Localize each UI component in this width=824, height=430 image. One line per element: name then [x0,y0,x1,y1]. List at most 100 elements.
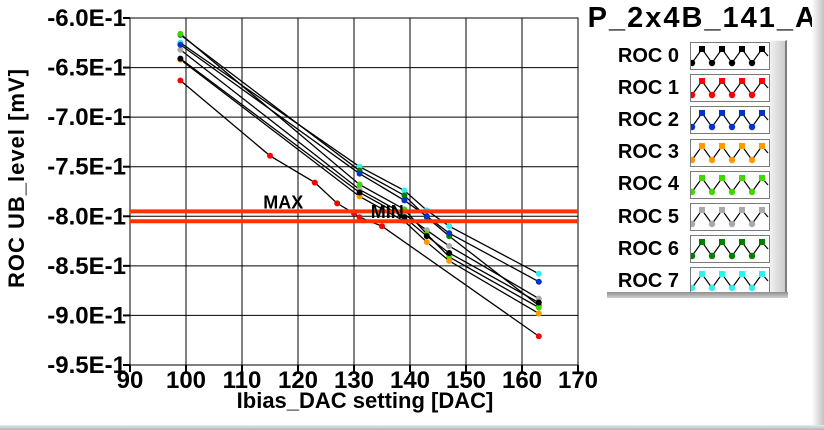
legend-row-roc-0[interactable]: ROC 0 [600,42,770,70]
data-point-roc-1 [311,179,318,186]
legend-label: ROC 1 [617,76,679,99]
series-line-roc-1 [179,79,540,337]
legend-plot-preview[interactable] [690,170,770,199]
data-point-roc-2 [356,170,363,177]
legend-label: ROC 5 [617,205,679,228]
data-point-roc-4 [177,30,184,37]
data-point-roc-2 [177,41,184,48]
legend-plot-preview[interactable] [690,203,770,231]
y-tick-label: -7.5E-1 [47,154,126,181]
data-point-roc-7 [446,223,453,230]
window-border-bottom [0,425,824,430]
data-point-roc-1 [334,200,341,207]
y-tick-label: -8.0E-1 [47,203,126,230]
legend-plot-preview[interactable] [690,42,770,70]
data-point-roc-6 [401,192,408,199]
legend-plot-preview[interactable] [690,106,770,135]
data-point-roc-3 [423,239,430,246]
data-point-roc-1 [356,214,363,221]
legend-label: ROC 7 [617,269,679,292]
zigzag-line-icon [691,207,769,228]
legend-label: ROC 3 [617,141,679,164]
x-tick-label: 90 [117,367,144,394]
zigzag-line-icon [691,46,769,67]
x-tick-label: 130 [334,367,374,394]
zigzag-line-icon [691,142,769,163]
legend-row-roc-2[interactable]: ROC 2 [600,106,770,135]
data-point-roc-5 [177,46,184,53]
data-point-roc-2 [535,278,542,285]
data-point-roc-0 [535,299,542,306]
legend-label: ROC 0 [617,44,679,67]
x-tick-label: 110 [223,367,262,394]
legend-label: ROC 4 [617,173,679,196]
data-point-roc-7 [535,270,542,277]
legend-plot-preview[interactable] [690,235,770,264]
series-line-roc-3 [180,59,540,315]
y-tick-label: -7.0E-1 [47,104,126,131]
zigzag-line-icon [691,174,769,195]
zigzag-line-icon [691,239,769,260]
legend-row-roc-5[interactable]: ROC 5 [600,203,770,231]
legend-plot-preview[interactable] [690,74,770,103]
axis-ticks [123,17,579,372]
reference-label-min: MIN [371,202,404,222]
data-point-roc-5 [446,243,453,250]
y-tick-label: -6.0E-1 [47,5,126,32]
legend-label: ROC 6 [617,237,679,260]
legend-row-roc-6[interactable]: ROC 6 [600,235,770,264]
zigzag-line-icon [691,110,769,131]
series-line-roc-7 [180,42,540,275]
y-tick-label: -6.5E-1 [47,55,126,82]
chart-title: P_2x4B_141_A [587,2,818,34]
data-point-roc-0 [446,249,453,256]
reference-lines: MAX MIN [130,192,578,224]
y-tick-label: -9.0E-1 [47,302,126,329]
data-point-roc-7 [401,187,408,194]
data-point-roc-4 [356,181,363,188]
x-tick-label: 170 [558,367,598,394]
legend-row-roc-7[interactable]: ROC 7 [600,267,770,296]
data-point-roc-2 [401,197,408,204]
legend-row-roc-3[interactable]: ROC 3 [600,138,770,167]
reference-label-max: MAX [263,192,303,212]
legend-panel: ROC 0 ROC 1 ROC 2 ROC 3 ROC 4 ROC 5 ROC 6 ROC 7 [600,38,788,296]
window-border-right [812,0,824,430]
data-point-roc-1 [379,223,385,230]
data-point-roc-4 [535,304,542,311]
x-axis-title: Ibias_DAC setting [DAC] [237,388,494,413]
legend-label: ROC 2 [617,108,679,131]
zigzag-line-icon [691,78,769,99]
data-point-roc-1 [267,152,273,159]
data-point-roc-3 [446,257,453,264]
axis-tick-labels: 90 100 110 120 130 140 150 160 170 -6.0E-1 -6.5E-1… [47,5,598,394]
series-line-roc-6 [180,34,540,307]
x-tick-label: 100 [166,367,206,394]
legend-row-roc-4[interactable]: ROC 4 [600,170,770,199]
data-point-roc-1 [177,77,184,84]
legend-plot-preview[interactable] [690,138,770,167]
legend-row-roc-1[interactable]: ROC 1 [600,74,770,103]
zigzag-line-icon [691,271,769,292]
data-point-roc-2 [446,230,453,237]
x-tick-label: 150 [446,367,486,394]
legend-panel-shadow [607,292,788,298]
data-point-roc-0 [423,233,430,240]
x-tick-label: 140 [390,367,430,394]
data-point-roc-0 [401,214,408,221]
data-point-roc-1 [535,333,542,340]
y-tick-label: -8.5E-1 [47,253,126,280]
data-point-roc-0 [177,55,184,62]
y-axis-title: ROC UB_level [mV] [4,68,29,288]
legend-plot-preview[interactable] [690,267,770,296]
data-point-roc-0 [356,189,363,196]
x-tick-label: 160 [502,367,542,394]
data-point-roc-2 [423,213,430,220]
data-series [177,30,542,340]
legend-scrollbar [770,40,787,295]
series-line-roc-2 [180,44,540,283]
series-line-roc-0 [180,58,540,304]
data-point-roc-3 [535,310,542,317]
